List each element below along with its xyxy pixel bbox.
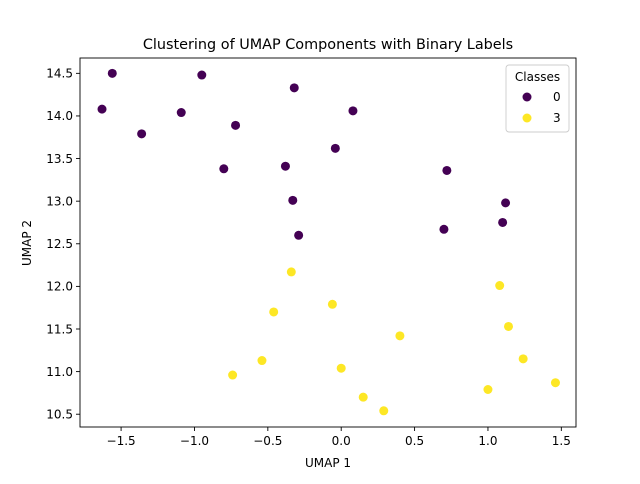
point-class-3-3 bbox=[395, 331, 405, 341]
point-class-3-7 bbox=[228, 370, 238, 380]
x-tick-label: 0.5 bbox=[405, 434, 424, 448]
legend-marker-0 bbox=[522, 92, 532, 102]
x-tick-label: −0.5 bbox=[253, 434, 282, 448]
point-class-0-4 bbox=[137, 129, 147, 139]
point-class-0-10 bbox=[280, 161, 290, 171]
legend: Classes 0 3 bbox=[505, 64, 570, 133]
y-tick-label: 12.0 bbox=[46, 280, 73, 294]
point-class-3-6 bbox=[257, 356, 267, 366]
point-class-0-14 bbox=[498, 217, 508, 227]
point-class-3-8 bbox=[336, 363, 346, 373]
point-class-3-11 bbox=[379, 406, 389, 416]
chart-title: Clustering of UMAP Components with Binar… bbox=[143, 37, 513, 53]
point-class-3-0 bbox=[286, 267, 296, 277]
y-tick-label: 13.0 bbox=[46, 194, 73, 208]
y-axis-label: UMAP 2 bbox=[20, 220, 34, 266]
point-class-3-1 bbox=[327, 299, 337, 309]
legend-label-0: 0 bbox=[553, 90, 561, 104]
point-class-0-11 bbox=[442, 165, 452, 175]
point-class-3-4 bbox=[495, 281, 505, 291]
legend-box bbox=[505, 64, 570, 133]
y-tick-label: 11.0 bbox=[46, 365, 73, 379]
point-class-3-2 bbox=[269, 307, 279, 317]
y-tick-label: 10.5 bbox=[46, 408, 73, 422]
plot-frame bbox=[79, 57, 577, 428]
point-class-3-13 bbox=[550, 378, 560, 388]
point-class-3-5 bbox=[504, 321, 513, 331]
axis-ticks: −1.5 −1.0 −0.5 0.0 0.5 1.0 1.5 10.5 11.0 11.5 12.0… bbox=[46, 67, 571, 448]
point-class-0-9 bbox=[219, 164, 229, 174]
point-class-3-9 bbox=[518, 354, 528, 364]
y-tick-label: 14.0 bbox=[46, 109, 73, 123]
x-tick-label: 0.0 bbox=[332, 434, 351, 448]
point-class-0-3 bbox=[176, 108, 186, 118]
point-class-0-12 bbox=[288, 195, 298, 205]
point-class-0-16 bbox=[294, 230, 304, 240]
point-class-0-2 bbox=[97, 104, 107, 114]
point-class-0-1 bbox=[197, 70, 207, 80]
x-tick-label: −1.0 bbox=[180, 434, 209, 448]
point-class-3-12 bbox=[483, 385, 493, 394]
x-tick-label: 1.5 bbox=[552, 434, 571, 448]
x-tick-label: −1.5 bbox=[107, 434, 136, 448]
y-tick-label: 14.5 bbox=[46, 67, 73, 81]
point-class-0-6 bbox=[289, 83, 299, 93]
y-tick-label: 11.5 bbox=[46, 322, 73, 336]
point-class-0-0 bbox=[107, 68, 117, 78]
point-class-0-13 bbox=[501, 198, 511, 208]
point-class-3-10 bbox=[358, 392, 368, 402]
x-tick-label: 1.0 bbox=[478, 434, 497, 448]
y-tick-label: 12.5 bbox=[46, 237, 73, 251]
point-class-0-7 bbox=[348, 106, 358, 116]
x-axis-label: UMAP 1 bbox=[305, 456, 351, 470]
legend-label-3: 3 bbox=[553, 111, 561, 125]
legend-marker-3 bbox=[522, 113, 532, 123]
point-class-0-5 bbox=[231, 120, 241, 130]
point-class-0-8 bbox=[330, 143, 340, 153]
y-tick-label: 13.5 bbox=[46, 152, 73, 166]
point-class-0-15 bbox=[439, 224, 449, 234]
legend-title: Classes bbox=[515, 70, 560, 84]
data-points bbox=[97, 68, 560, 416]
